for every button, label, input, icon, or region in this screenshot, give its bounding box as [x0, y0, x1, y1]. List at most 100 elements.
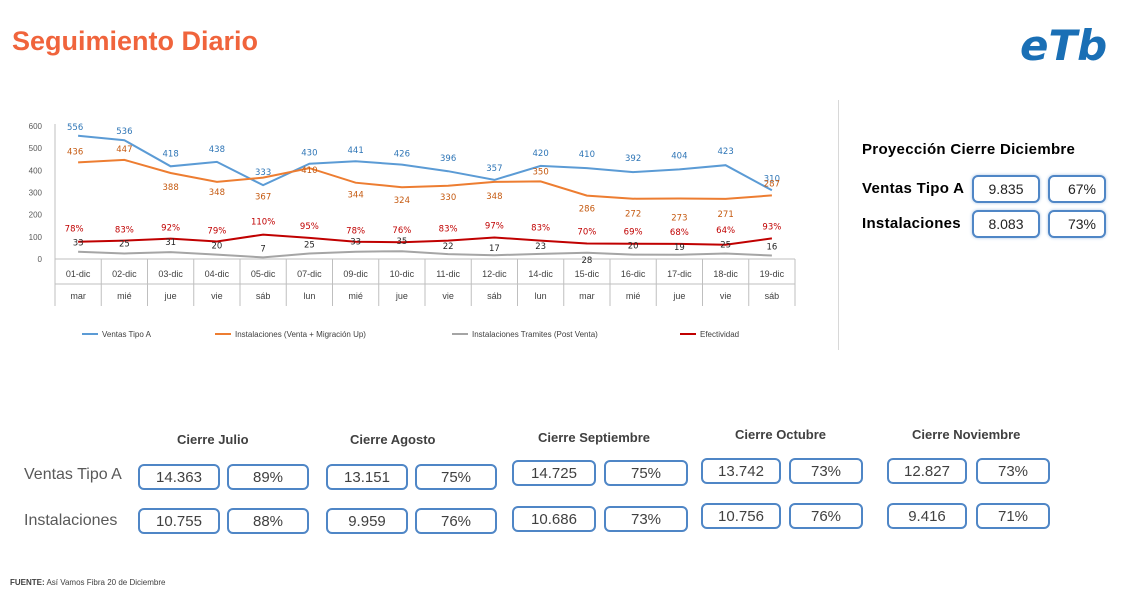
data-label: 367: [255, 193, 271, 203]
septiembre-ventas-pct: 75%: [604, 460, 688, 486]
data-label: 348: [486, 192, 502, 202]
data-label: 357: [486, 164, 502, 174]
data-label: 536: [116, 127, 132, 137]
data-label: 404: [671, 151, 687, 161]
data-label: 430: [301, 149, 317, 159]
x-weekday-label: lun: [303, 291, 315, 301]
page-title: Seguimiento Diario: [12, 26, 259, 56]
x-weekday-label: vie: [211, 291, 223, 301]
data-label: 348: [209, 188, 225, 198]
x-weekday-label: sáb: [256, 291, 271, 301]
data-label: 16: [766, 242, 777, 252]
data-label: 76%: [392, 226, 411, 236]
data-label: 344: [348, 191, 364, 201]
noviembre-inst-pct: 71%: [976, 503, 1050, 529]
x-tick-label: 17-dic: [667, 269, 692, 279]
x-tick-label: 12-dic: [482, 269, 507, 279]
noviembre-ventas-value: 12.827: [887, 458, 967, 484]
data-label: 273: [671, 213, 687, 223]
data-label: 25: [304, 240, 315, 250]
julio-inst-pct: 88%: [227, 508, 309, 534]
noviembre-ventas-pct: 73%: [976, 458, 1050, 484]
x-weekday-label: vie: [720, 291, 732, 301]
etb-logo: eTb: [1020, 21, 1107, 70]
x-tick-label: 15-dic: [575, 269, 600, 279]
data-label: 19: [674, 243, 685, 253]
x-tick-label: 14-dic: [528, 269, 553, 279]
closure-label-septiembre: Cierre Septiembre: [538, 430, 650, 445]
data-label: 78%: [346, 227, 365, 237]
projection-label-ventas: Ventas Tipo A: [862, 180, 965, 197]
data-label: 447: [116, 145, 132, 155]
x-tick-label: 07-dic: [297, 269, 322, 279]
data-label: 83%: [115, 226, 134, 236]
legend-label: Instalaciones Tramites (Post Venta): [472, 330, 598, 339]
source-note: FUENTE: Así Vamos Fibra 20 de Diciembre: [10, 578, 166, 587]
y-tick-label: 600: [29, 122, 43, 131]
x-tick-label: 03-dic: [158, 269, 183, 279]
data-label: 410: [301, 166, 317, 176]
data-label: 438: [209, 145, 225, 155]
data-label: 79%: [207, 226, 226, 236]
data-label: 423: [718, 147, 734, 157]
x-weekday-label: mié: [348, 291, 363, 301]
data-label: 418: [163, 149, 179, 159]
series-line-2: [78, 158, 772, 200]
x-tick-label: 19-dic: [760, 269, 785, 279]
data-label: 83%: [531, 224, 550, 234]
data-label: 350: [533, 167, 549, 177]
closure-label-agosto: Cierre Agosto: [350, 432, 436, 447]
series-line-3: [78, 250, 772, 259]
y-tick-label: 200: [29, 211, 43, 220]
projection-ventas-pct: 67%: [1048, 175, 1106, 203]
svg-text:eTb: eTb: [1020, 21, 1107, 70]
row-label-instalaciones: Instalaciones: [24, 512, 118, 529]
agosto-ventas-pct: 75%: [415, 464, 497, 490]
x-weekday-label: mié: [626, 291, 641, 301]
data-label: 396: [440, 154, 456, 164]
data-label: 70%: [577, 227, 596, 237]
data-label: 35: [396, 237, 407, 247]
data-label: 33: [350, 238, 361, 248]
data-label: 25: [119, 239, 130, 249]
data-label: 31: [165, 238, 176, 248]
data-label: 388: [163, 183, 179, 193]
projection-label-instalaciones: Instalaciones: [862, 215, 961, 232]
data-label: 20: [628, 242, 639, 252]
data-label: 93%: [762, 222, 781, 232]
x-tick-label: 18-dic: [713, 269, 738, 279]
projection-ventas-value: 9.835: [972, 175, 1040, 203]
data-label: 83%: [439, 225, 458, 235]
septiembre-inst-pct: 73%: [604, 506, 688, 532]
projection-inst-pct: 73%: [1048, 210, 1106, 238]
data-label: 426: [394, 150, 410, 160]
julio-ventas-value: 14.363: [138, 464, 220, 490]
y-tick-label: 400: [29, 166, 43, 175]
daily-tracking-chart: 0 100 200 300 400 500 600 01-dic mar 02-dic mié 03-…: [29, 122, 796, 339]
x-weekday-label: sáb: [487, 291, 502, 301]
data-label: 69%: [624, 228, 643, 238]
data-label: 23: [535, 242, 546, 252]
agosto-ventas-value: 13.151: [326, 464, 408, 490]
x-weekday-label: lun: [535, 291, 547, 301]
x-tick-label: 02-dic: [112, 269, 137, 279]
data-label: 310: [764, 174, 780, 184]
x-weekday-label: mar: [579, 291, 595, 301]
x-weekday-label: mié: [117, 291, 132, 301]
x-weekday-label: sáb: [765, 291, 780, 301]
x-tick-label: 10-dic: [390, 269, 415, 279]
data-label: 92%: [161, 224, 180, 234]
series-line-1: [78, 134, 773, 192]
data-label: 22: [443, 242, 454, 252]
data-label: 272: [625, 210, 641, 220]
data-label: 556: [67, 123, 83, 133]
row-label-ventas: Ventas Tipo A: [24, 466, 122, 483]
data-label: 68%: [670, 228, 689, 238]
data-label: 420: [533, 149, 549, 159]
octubre-ventas-value: 13.742: [701, 458, 781, 484]
data-label: 330: [440, 193, 456, 203]
data-label: 436: [67, 147, 83, 157]
julio-inst-value: 10.755: [138, 508, 220, 534]
julio-ventas-pct: 89%: [227, 464, 309, 490]
projection-inst-value: 8.083: [972, 210, 1040, 238]
